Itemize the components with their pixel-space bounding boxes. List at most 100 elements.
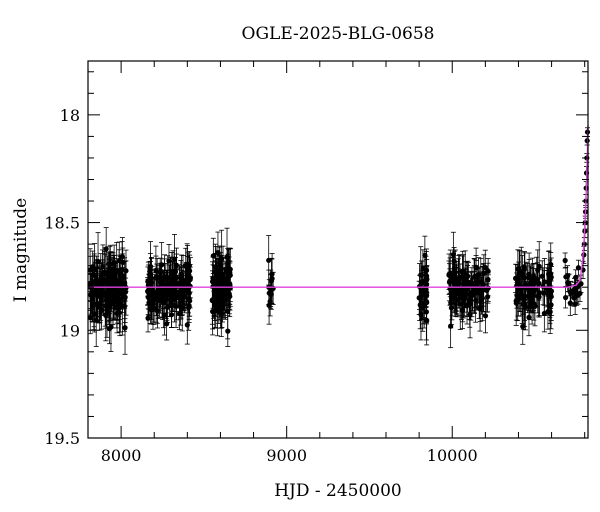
point-marker [464, 280, 470, 286]
point-marker [546, 272, 552, 278]
data-point [107, 244, 113, 284]
point-marker [485, 294, 491, 300]
point-marker [520, 323, 526, 330]
point-marker [89, 290, 95, 296]
point-marker [478, 289, 484, 296]
plot-frame [87, 60, 589, 439]
data-point [89, 271, 95, 314]
point-marker [211, 296, 217, 302]
point-marker [215, 250, 221, 256]
data-point [104, 274, 110, 316]
data-point [422, 235, 428, 276]
point-marker [268, 278, 275, 284]
data-point [171, 234, 178, 285]
point-marker [516, 268, 522, 274]
point-marker [122, 325, 128, 331]
point-marker [420, 291, 426, 297]
point-marker [150, 289, 156, 295]
point-marker [160, 299, 166, 306]
point-marker [573, 274, 579, 280]
point-marker [210, 253, 216, 259]
point-marker [123, 268, 129, 274]
point-marker [524, 285, 531, 291]
point-marker [111, 289, 117, 296]
data-point [475, 257, 482, 292]
point-marker [541, 279, 548, 285]
data-point [184, 305, 190, 345]
data-point [449, 253, 456, 301]
point-marker [575, 265, 582, 271]
point-marker [106, 303, 112, 309]
data-point [116, 293, 123, 333]
point-marker [448, 305, 454, 311]
point-marker [168, 312, 175, 318]
data-point [186, 269, 192, 317]
y-tick-label: 18 [60, 106, 80, 125]
data-point [94, 255, 100, 304]
data-point [447, 249, 453, 298]
point-marker [103, 246, 109, 252]
data-point [120, 247, 126, 278]
point-marker [562, 257, 568, 264]
point-marker [177, 289, 183, 295]
point-marker [212, 269, 218, 275]
data-point [573, 269, 579, 286]
data-point [268, 257, 275, 304]
y-tick-label: 19.5 [44, 429, 80, 448]
point-marker [164, 321, 170, 327]
data-point [164, 291, 171, 323]
data-point [530, 281, 536, 309]
data-point [520, 308, 526, 345]
data-point [219, 269, 226, 315]
point-marker [160, 292, 166, 298]
point-marker [187, 298, 193, 304]
point-marker [98, 307, 105, 313]
point-marker [479, 279, 485, 285]
point-marker [87, 315, 93, 321]
x-tick-label: 9000 [266, 446, 307, 465]
y-tick-label: 19 [60, 321, 80, 340]
point-marker [424, 276, 430, 282]
point-marker [416, 295, 422, 301]
point-marker [455, 276, 461, 282]
data-point [424, 265, 430, 294]
point-marker [473, 297, 479, 304]
point-marker [216, 292, 222, 298]
point-marker [421, 301, 427, 307]
data-point [464, 261, 470, 305]
point-marker [98, 290, 104, 296]
data-point [216, 284, 223, 318]
point-marker [184, 322, 190, 328]
data-point [157, 263, 163, 291]
point-marker [157, 274, 163, 280]
point-marker [145, 315, 151, 321]
point-marker [104, 292, 110, 298]
point-marker [548, 261, 554, 268]
point-marker [216, 281, 223, 288]
point-marker [453, 286, 459, 292]
point-marker [567, 300, 573, 306]
data-point [514, 264, 520, 295]
point-marker [219, 289, 226, 295]
data-point [516, 250, 522, 292]
point-marker [457, 301, 463, 307]
point-marker [563, 274, 569, 280]
data-point [562, 252, 568, 269]
point-marker [448, 300, 454, 306]
data-point [98, 271, 104, 315]
data-point [223, 267, 230, 300]
data-point [220, 245, 226, 303]
data-point [478, 277, 484, 308]
point-marker [522, 275, 528, 281]
point-marker [166, 258, 172, 264]
point-marker [223, 280, 230, 286]
data-point [455, 258, 461, 300]
point-marker [107, 261, 113, 267]
data-point [563, 266, 569, 287]
data-point [575, 259, 582, 276]
point-marker [422, 252, 428, 259]
x-tick-label: 10000 [427, 446, 478, 465]
x-axis-label: HJD - 2450000 [274, 481, 402, 501]
point-marker [266, 302, 272, 308]
